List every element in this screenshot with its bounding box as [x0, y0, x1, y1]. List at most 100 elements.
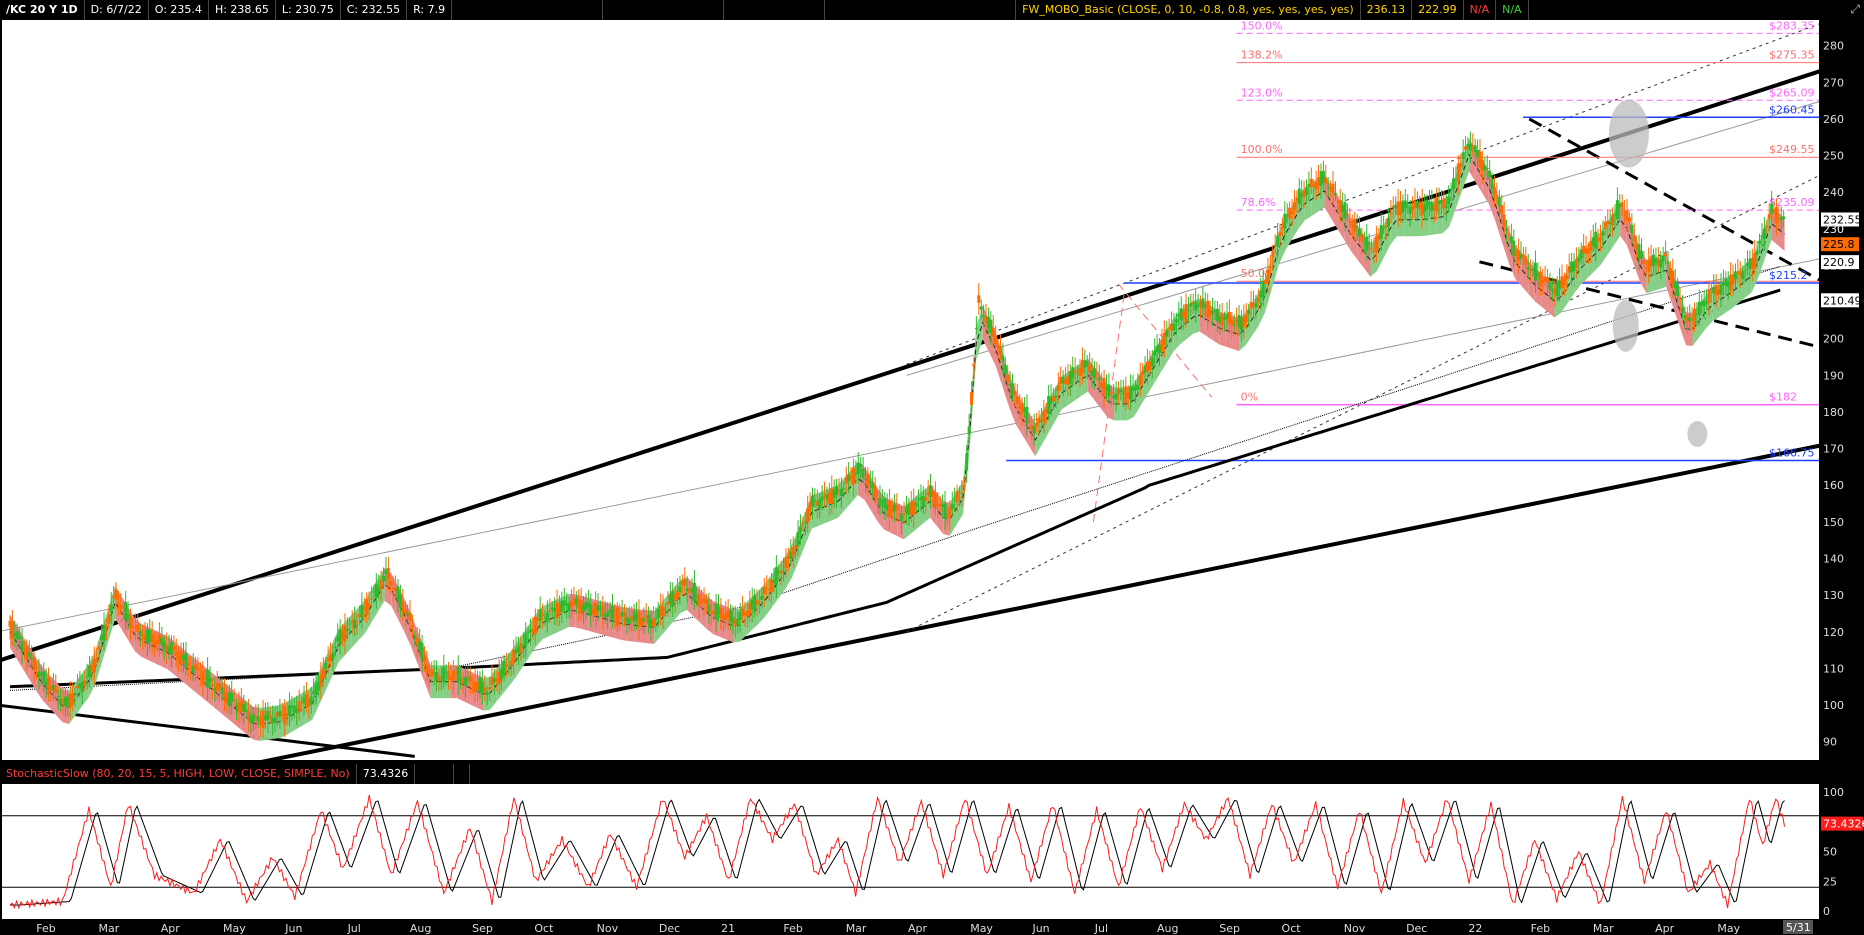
candle-body [184, 652, 188, 669]
candle-body [507, 665, 511, 667]
candle-body [700, 602, 704, 604]
candle-body [931, 491, 935, 497]
candle-body [1709, 290, 1713, 293]
candle-body [396, 586, 400, 601]
candle-body [627, 619, 631, 624]
candle-body [1625, 210, 1629, 221]
candle-body [1700, 301, 1704, 305]
candle-body [524, 633, 528, 647]
price-layer: 150.0% $283.35 138.2% $275.35 123.0% $265.09 1… [2, 20, 1819, 760]
candle-body [1630, 224, 1634, 234]
indicator-label[interactable]: FW_MOBO_Basic (CLOSE, 0, 10, -0.8, 0.8, … [1016, 0, 1361, 20]
candle-body [1391, 205, 1395, 207]
candle-body [632, 611, 636, 622]
candle-body [254, 716, 258, 718]
candle-body [815, 500, 819, 506]
candle-body [837, 490, 841, 492]
candle-body [232, 700, 236, 702]
fib-anchor-line [1117, 283, 1213, 398]
candle-body [131, 626, 135, 628]
candle-body [1432, 205, 1436, 211]
price-readout-label: 225.8 [1823, 238, 1855, 251]
candle-body [1353, 218, 1357, 232]
candle-body [42, 671, 46, 685]
price-tick-label: 160 [1823, 479, 1844, 492]
candle-body [1471, 145, 1475, 149]
candle-body [1051, 396, 1055, 402]
stochastic-panel[interactable] [2, 784, 1819, 919]
candle-body [350, 621, 354, 623]
price-panel[interactable] [2, 20, 1819, 760]
candle-body [1059, 376, 1063, 384]
candle-body [917, 499, 921, 501]
candle-body [266, 710, 270, 721]
candle-body [895, 505, 899, 511]
candle-body [218, 683, 222, 689]
candle-body [1782, 216, 1786, 220]
candle-body [1536, 273, 1540, 277]
candle-body [1191, 302, 1195, 305]
candle-body [970, 391, 974, 405]
expand-icon[interactable]: ⤢ [1850, 2, 1860, 16]
price-tick-label: 240 [1823, 186, 1844, 199]
candle-body [128, 616, 132, 629]
candle-body [854, 472, 858, 475]
fib-level-percent: 123.0% [1241, 86, 1283, 99]
candle-body [1360, 233, 1364, 242]
candle-body [1777, 219, 1781, 221]
candle-body [1251, 303, 1255, 307]
candle-body [425, 663, 429, 673]
candle-body [1268, 266, 1272, 268]
time-tick-label: Jul [347, 922, 361, 935]
candle-body [95, 659, 99, 661]
candle-body [225, 694, 229, 703]
candle-body [312, 690, 316, 695]
candle-body [97, 646, 101, 650]
candle-body [659, 605, 663, 616]
candle-body [1490, 179, 1494, 190]
candle-body [145, 629, 149, 644]
candle-body [1635, 243, 1639, 249]
candle-body [885, 505, 889, 511]
candle-body [533, 616, 537, 635]
indicator-value-3: N/A [1469, 3, 1490, 16]
header-spacer [825, 0, 1017, 20]
candle-body [1411, 206, 1415, 211]
candle-body [606, 611, 610, 617]
candle-body [748, 602, 752, 615]
candle-body [1167, 327, 1171, 329]
candle-body [1697, 301, 1701, 316]
candle-body [907, 503, 911, 515]
candle-body [329, 655, 333, 661]
candle-body [1377, 234, 1381, 240]
candle-body [582, 605, 586, 612]
candle-body [1003, 364, 1007, 375]
candle-body [1121, 392, 1125, 395]
candle-body [247, 711, 251, 720]
stochastic-title[interactable]: StochasticSlow (80, 20, 15, 5, HIGH, LOW… [0, 764, 357, 784]
candle-body [285, 712, 289, 717]
candle-body [1731, 274, 1735, 285]
candle-body [68, 693, 72, 708]
candle-body [873, 485, 877, 498]
candle-body [1071, 367, 1075, 379]
symbol-label[interactable]: /KC 20 Y 1D [0, 0, 85, 20]
candle-body [1042, 411, 1046, 423]
candle-body [868, 481, 872, 483]
candle-body [743, 612, 747, 616]
candle-body [1273, 244, 1277, 246]
candle-body [1302, 190, 1306, 198]
candle-body [1589, 240, 1593, 251]
candle-body [1266, 269, 1270, 282]
candle-body [1666, 261, 1670, 265]
candle-body [302, 697, 306, 704]
candle-body [1478, 151, 1482, 168]
candle-body [1574, 260, 1578, 268]
candle-body [235, 705, 239, 708]
small-ellipse [1687, 420, 1708, 447]
candle-body [61, 699, 65, 703]
candle-body [1531, 268, 1535, 271]
time-tick-label: Dec [659, 922, 680, 935]
candle-body [389, 581, 393, 586]
